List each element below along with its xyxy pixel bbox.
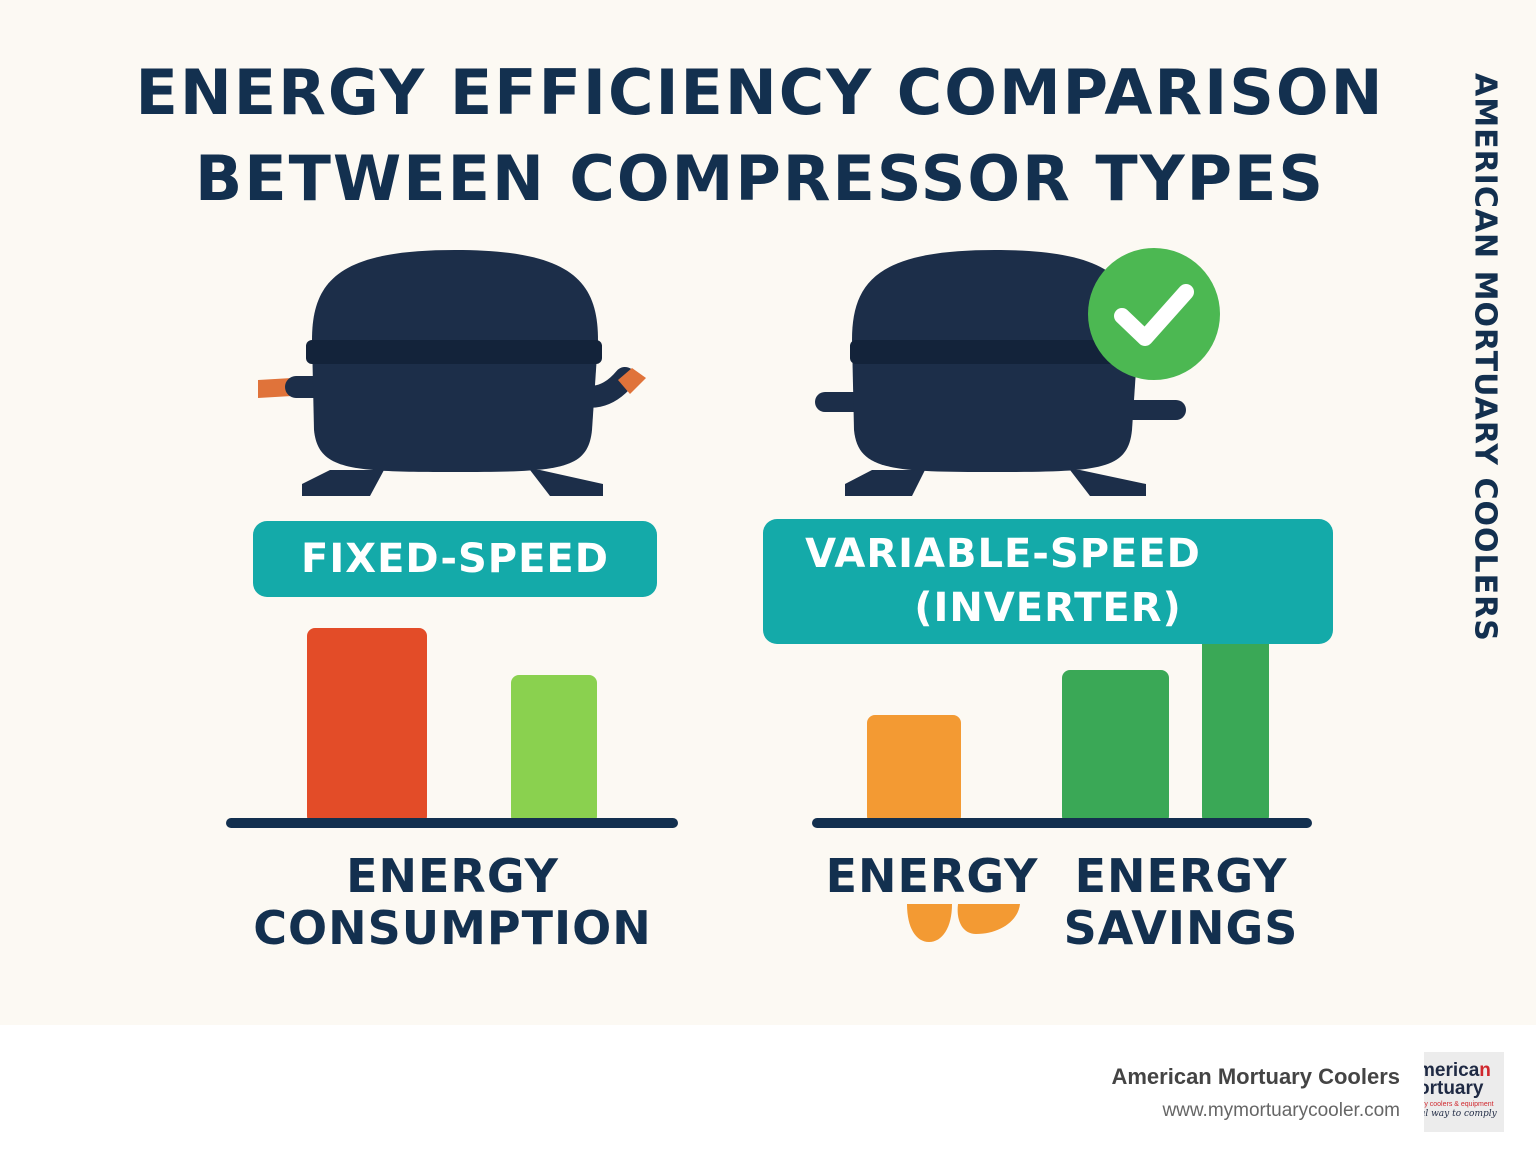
diagram-artwork xyxy=(226,248,1312,942)
footer-company-name: American Mortuary Coolers xyxy=(1111,1064,1400,1089)
energy-savings-label-line-2: SAVINGS xyxy=(1063,901,1299,955)
variable-speed-label-line-1: VARIABLE-SPEED xyxy=(805,531,1201,577)
company-logo: merican ortuary ry coolers & equipment a… xyxy=(1424,1052,1504,1132)
title-line-2: BETWEEN COMPRESSOR TYPES xyxy=(194,142,1326,215)
infographic-poster xyxy=(0,0,1536,1025)
energy-drops-icon xyxy=(907,904,1020,942)
title-line-1: ENERGY EFFICIENCY COMPARISON xyxy=(135,56,1385,129)
energy-label-text: ENERGY xyxy=(825,849,1039,903)
left-baseline xyxy=(226,818,678,828)
logo-line-1: merican xyxy=(1424,1060,1491,1081)
fixed-speed-label-text: FIXED-SPEED xyxy=(301,536,609,582)
energy-consumption-label: ENERGY CONSUMPTION xyxy=(200,850,705,954)
logo-line-2: ortuary xyxy=(1424,1078,1484,1099)
energy-consumption-label-line-1: ENERGY xyxy=(346,849,559,903)
right-baseline xyxy=(812,818,1312,828)
energy-consumption-bar xyxy=(307,628,427,824)
variable-speed-bar-chart xyxy=(812,623,1312,828)
side-brand-text: AMERICAN MORTUARY COOLERS xyxy=(1467,72,1503,642)
fixed-speed-compressor-icon xyxy=(258,250,646,496)
footer-website-link[interactable]: www.mymortuarycooler.com xyxy=(1162,1100,1400,1121)
secondary-bar xyxy=(511,675,597,824)
fixed-speed-label: FIXED-SPEED xyxy=(253,521,657,597)
energy-savings-label-line-1: ENERGY xyxy=(1074,849,1288,903)
energy-bar xyxy=(867,715,961,824)
fixed-speed-bar-chart xyxy=(226,628,678,828)
logo-line-4: al way to comply xyxy=(1424,1109,1497,1119)
energy-savings-label: ENERGY SAVINGS xyxy=(1050,850,1312,954)
variable-speed-label-line-2: (INVERTER) xyxy=(914,585,1182,631)
energy-savings-tall-bar xyxy=(1202,623,1269,824)
energy-label: ENERGY xyxy=(820,850,1044,902)
checkmark-badge-icon xyxy=(1088,248,1220,380)
energy-consumption-label-line-2: CONSUMPTION xyxy=(253,901,652,955)
variable-speed-compressor-icon xyxy=(815,250,1186,496)
page-title: ENERGY EFFICIENCY COMPARISON BETWEEN COM… xyxy=(40,50,1480,222)
energy-savings-bar xyxy=(1062,670,1169,824)
variable-speed-label: VARIABLE-SPEED (INVERTER) xyxy=(763,519,1333,644)
logo-line-3: ry coolers & equipment xyxy=(1424,1101,1494,1108)
side-brand: AMERICAN MORTUARY COOLERS xyxy=(1440,62,1530,652)
